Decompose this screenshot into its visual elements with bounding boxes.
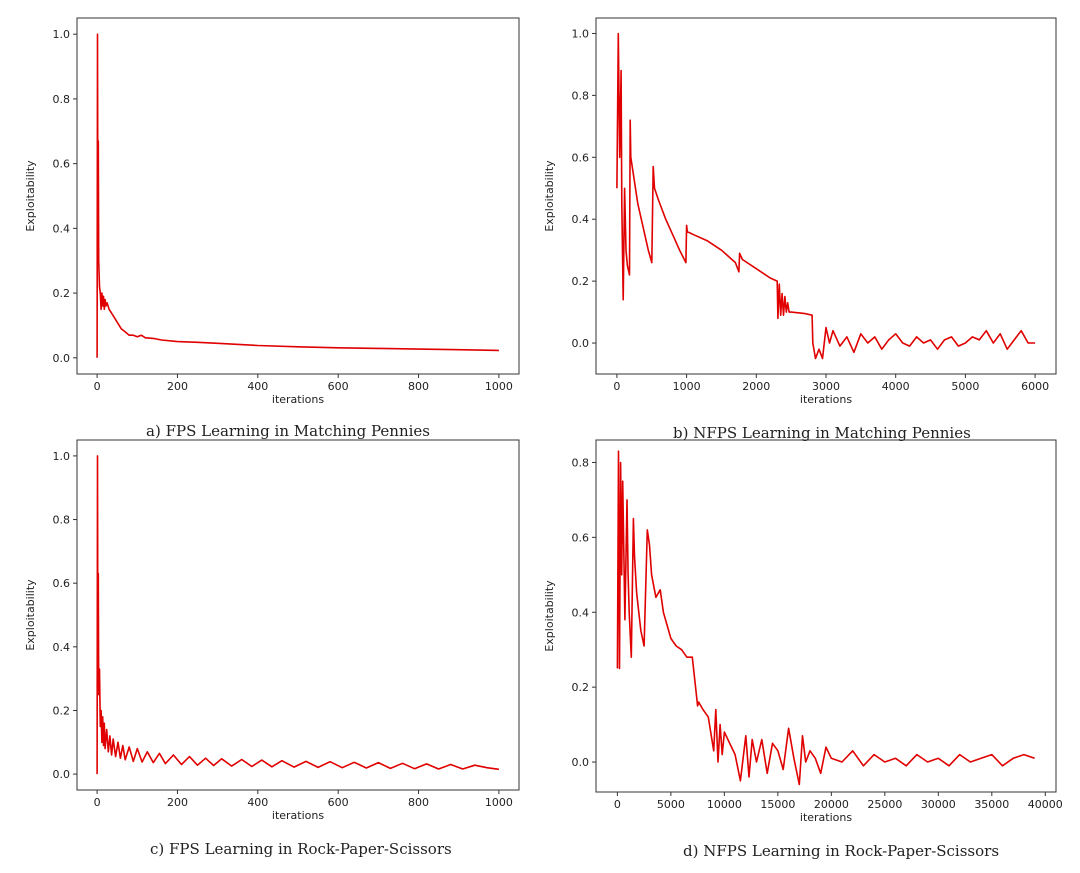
y-tick-label: 0.2 [572, 275, 590, 288]
plot-a: 0 200 400 600 800 1000 0.0 0.2 0.4 0.6 0.8 1.0 itera… [24, 17, 520, 406]
y-axis-label: Exploitability [543, 580, 556, 652]
plot-frame-a [76, 17, 520, 375]
y-tick-label: 1.0 [572, 27, 590, 40]
y-tick-label: 0.8 [53, 93, 71, 106]
x-tick-label: 1000 [673, 380, 701, 393]
x-tick-label: 0 [94, 796, 101, 809]
y-tick-label: 0.4 [572, 213, 590, 226]
x-tick-label: 5000 [951, 380, 979, 393]
y-tick-label: 0.2 [53, 287, 71, 300]
x-tick-label: 400 [247, 380, 268, 393]
plot-b: 0 1000 2000 3000 4000 5000 6000 0.0 0.2 0.4 0.6 0.8… [543, 17, 1057, 406]
y-tick-label: 0.2 [53, 704, 71, 717]
caption-d: d) NFPS Learning in Rock-Paper-Scissors [683, 842, 1000, 860]
y-axis-label: Exploitability [24, 579, 37, 651]
y-tick-label: 1.0 [53, 28, 71, 41]
y-axis-label: Exploitability [543, 160, 556, 232]
x-tick-label: 20000 [814, 798, 849, 811]
series-line [96, 33, 499, 358]
x-tick-label: 400 [247, 796, 268, 809]
x-tick-label: 6000 [1021, 380, 1049, 393]
x-tick-label: 200 [167, 380, 188, 393]
plot-d: 0 5000 10000 15000 20000 25000 30000 35000 40000… [543, 439, 1063, 824]
y-tick-label: 0.2 [572, 681, 590, 694]
y-tick-label: 0.6 [572, 151, 590, 164]
y-tick-label: 0.8 [572, 89, 590, 102]
y-tick-label: 0.0 [572, 756, 590, 769]
x-axis-label: iterations [272, 393, 324, 406]
y-tick-label: 0.4 [53, 222, 71, 235]
x-axis-label: iterations [272, 809, 324, 822]
y-tick-label: 0.6 [53, 577, 71, 590]
series-line [96, 455, 500, 775]
y-tick-label: 0.6 [572, 531, 590, 544]
x-tick-label: 25000 [867, 798, 902, 811]
y-tick-label: 0.4 [572, 606, 590, 619]
x-tick-label: 0 [94, 380, 101, 393]
series-line [616, 32, 1036, 360]
x-tick-label: 40000 [1028, 798, 1063, 811]
y-tick-label: 0.0 [53, 768, 71, 781]
x-tick-label: 35000 [974, 798, 1009, 811]
x-tick-label: 3000 [812, 380, 840, 393]
x-tick-label: 1000 [485, 380, 513, 393]
x-axis-label: iterations [800, 393, 852, 406]
x-tick-label: 200 [167, 796, 188, 809]
y-tick-label: 0.0 [53, 352, 71, 365]
x-tick-label: 5000 [657, 798, 685, 811]
y-tick-label: 1.0 [53, 450, 71, 463]
x-tick-label: 4000 [882, 380, 910, 393]
plot-frame-d [595, 439, 1057, 793]
x-tick-label: 0 [613, 380, 620, 393]
caption-c: c) FPS Learning in Rock-Paper-Scissors [150, 840, 452, 858]
x-tick-label: 1000 [485, 796, 513, 809]
x-tick-label: 600 [328, 796, 349, 809]
y-tick-label: 0.4 [53, 641, 71, 654]
plot-frame-b [595, 17, 1057, 375]
caption-a: a) FPS Learning in Matching Pennies [146, 422, 430, 440]
y-tick-label: 0.6 [53, 158, 71, 171]
y-tick-label: 0.8 [572, 456, 590, 469]
x-tick-label: 30000 [921, 798, 956, 811]
x-tick-label: 600 [328, 380, 349, 393]
x-tick-label: 0 [614, 798, 621, 811]
x-tick-label: 2000 [742, 380, 770, 393]
x-tick-label: 15000 [760, 798, 795, 811]
caption-b: b) NFPS Learning in Matching Pennies [673, 424, 971, 442]
x-tick-label: 10000 [707, 798, 742, 811]
x-tick-label: 800 [408, 380, 429, 393]
series-line [616, 450, 1035, 786]
plot-frame-c [76, 439, 520, 791]
plot-c: 0 200 400 600 800 1000 0.0 0.2 0.4 0.6 0.8 1.0 itera… [24, 439, 520, 822]
y-tick-label: 0.8 [53, 514, 71, 527]
y-axis-label: Exploitability [24, 160, 37, 232]
y-tick-label: 0.0 [572, 337, 590, 350]
x-axis-label: iterations [800, 811, 852, 824]
x-tick-label: 800 [408, 796, 429, 809]
